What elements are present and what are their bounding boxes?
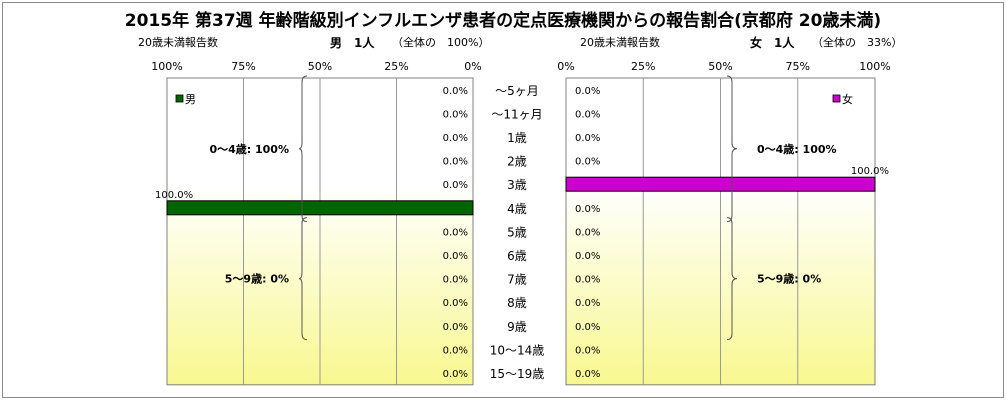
right-data-label: 0.0% [575,322,600,333]
left-tick-label: 0% [464,60,481,73]
age-category-label: 15～19歳 [490,367,545,381]
left-data-label: 0.0% [443,133,468,144]
right-data-label: 0.0% [575,86,600,97]
right-data-label: 0.0% [575,251,600,262]
right-data-label: 0.0% [575,298,600,309]
left-tick-label: 25% [384,60,408,73]
right-data-label: 0.0% [575,369,600,380]
left-bracket [298,75,308,223]
right-data-label: 0.0% [575,204,600,215]
right-data-label: 0.0% [575,157,600,168]
age-category-label: 2歳 [507,155,527,169]
left-bracket-label: 0～4歳: 100% [209,142,289,156]
right-share: （全体の 33%） [812,36,903,49]
right-data-label: 0.0% [575,133,600,144]
right-tick-label: 0% [557,60,574,73]
age-category-label: ～11ヶ月 [491,107,542,121]
left-legend-swatch [175,94,184,103]
age-category-label: ～5ヶ月 [495,84,539,98]
right-sex-count: 女 1人 [750,34,794,51]
left-sex-count: 男 1人 [330,34,374,51]
left-data-label: 0.0% [443,180,468,191]
left-data-label: 0.0% [443,86,468,97]
age-category-label: 3歳 [507,178,527,192]
age-category-label: 6歳 [507,249,527,263]
left-data-label: 0.0% [443,227,468,238]
left-share: （全体の 100%） [392,36,490,49]
age-category-label: 4歳 [507,202,527,216]
left-data-label: 0.0% [443,157,468,168]
right-bracket [726,217,738,341]
left-data-label: 0.0% [443,251,468,262]
age-category-label: 10～14歳 [490,343,545,357]
right-data-label: 0.0% [575,275,600,286]
right-data-label: 100.0% [851,166,889,177]
left-bracket [298,217,308,341]
age-category-label: 1歳 [507,131,527,145]
left-data-label: 0.0% [443,275,468,286]
right-bracket-label: 5～9歳: 0% [757,272,821,286]
left-tick-label: 50% [308,60,332,73]
left-tick-label: 75% [231,60,255,73]
right-tick-label: 25% [631,60,655,73]
left-data-label: 0.0% [443,109,468,120]
right-tick-label: 100% [859,60,890,73]
right-bracket-label: 0～4歳: 100% [757,142,837,156]
right-legend-label: 女 [842,92,853,106]
right-bracket [726,75,738,223]
left-bar [166,200,474,216]
age-category-label: 9歳 [507,320,527,334]
right-bar [565,176,876,192]
age-category-label: 7歳 [507,273,527,287]
chart-title: 2015年 第37週 年齢階級別インフルエンザ患者の定点医療機関からの報告割合(… [124,11,882,31]
right-data-label: 0.0% [575,227,600,238]
left-count-label: 20歳未満報告数 [138,36,218,49]
age-category-label: 5歳 [507,225,527,239]
left-data-label: 0.0% [443,322,468,333]
left-tick-label: 100% [151,60,182,73]
right-sex-count-text: 女 1人 [750,36,795,50]
right-data-label: 0.0% [575,109,600,120]
left-data-label: 0.0% [443,369,468,380]
left-legend-label: 男 [185,93,196,106]
age-category-label: 8歳 [507,296,527,310]
left-data-label: 0.0% [443,298,468,309]
right-tick-label: 75% [786,60,810,73]
right-data-label: 0.0% [575,345,600,356]
right-count-label: 20歳未満報告数 [580,36,660,49]
right-tick-label: 50% [708,60,732,73]
left-data-label: 100.0% [155,190,193,201]
left-data-label: 0.0% [443,345,468,356]
right-legend-swatch [832,94,841,103]
left-bracket-label: 5～9歳: 0% [225,272,289,286]
left-sex-count-text: 男 1人 [330,36,375,50]
